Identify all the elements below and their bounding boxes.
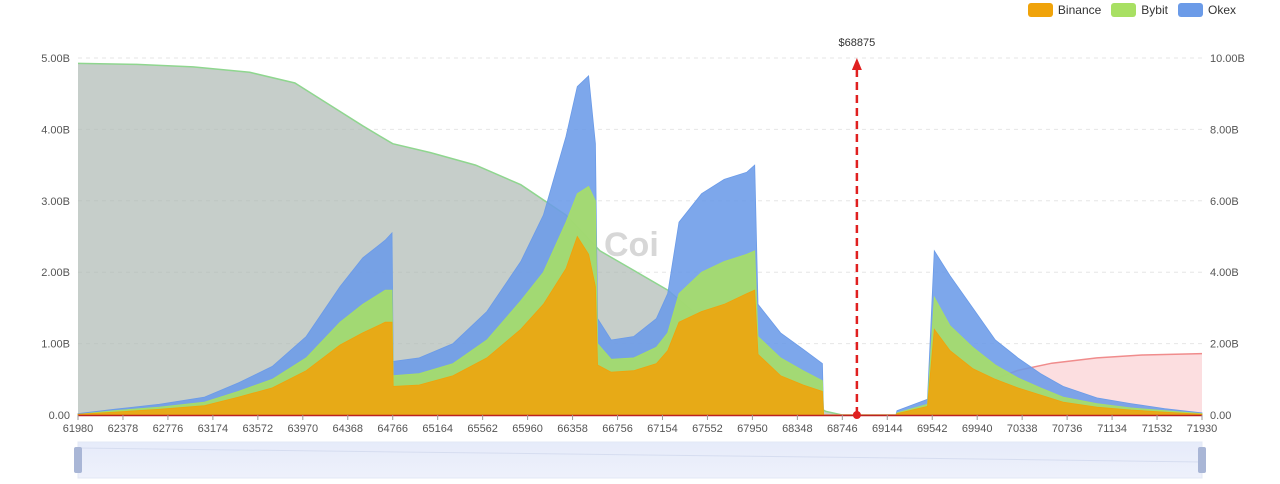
legend-label-okex: Okex xyxy=(1207,3,1236,17)
current-price-dot xyxy=(852,411,861,419)
x-tick-label: 63174 xyxy=(198,423,229,435)
left-axis-ticks: 0.00 1.00B 2.00B 3.00B 4.00B 5.00B xyxy=(41,53,70,422)
left-tick-label: 2.00B xyxy=(41,267,70,279)
x-tick-label: 64766 xyxy=(377,423,408,435)
x-tick-label: 65562 xyxy=(467,423,498,435)
x-tick-label: 67154 xyxy=(647,423,678,435)
x-tick-label: 65960 xyxy=(512,423,543,435)
zoom-slider-right-handle[interactable] xyxy=(1198,447,1206,473)
x-tick-label: 63970 xyxy=(288,423,319,435)
x-tick-label: 62378 xyxy=(108,423,139,435)
x-tick-label: 69144 xyxy=(872,423,903,435)
x-tick-label: 66756 xyxy=(602,423,633,435)
x-tick-label: 71532 xyxy=(1142,423,1173,435)
x-tick-label: 69940 xyxy=(962,423,993,435)
legend-swatch-bybit xyxy=(1111,3,1137,17)
current-price-marker: $68875 xyxy=(839,37,876,419)
x-tick-label: 70338 xyxy=(1007,423,1038,435)
legend-item-okex[interactable]: Okex xyxy=(1177,3,1236,17)
x-tick-label: 69542 xyxy=(917,423,948,435)
legend-swatch-okex xyxy=(1177,3,1203,17)
x-tick-label: 70736 xyxy=(1052,423,1083,435)
x-tick-label: 65164 xyxy=(422,423,453,435)
right-tick-label: 10.00B xyxy=(1210,53,1245,65)
right-tick-label: 4.00B xyxy=(1210,267,1239,279)
legend-swatch-binance xyxy=(1027,3,1053,17)
x-tick-label: 64368 xyxy=(332,423,363,435)
x-tick-label: 71930 xyxy=(1187,423,1218,435)
legend-item-binance[interactable]: Binance xyxy=(1027,3,1102,17)
zoom-slider-left-handle[interactable] xyxy=(74,447,82,473)
x-tick-label: 67950 xyxy=(737,423,768,435)
zoom-slider-preview xyxy=(77,447,1203,463)
x-tick-label: 62776 xyxy=(153,423,184,435)
x-tick-label: 63572 xyxy=(243,423,274,435)
exchange-series xyxy=(77,75,1203,416)
left-tick-label: 3.00B xyxy=(41,196,70,208)
right-tick-label: 0.00 xyxy=(1210,410,1231,422)
right-tick-label: 8.00B xyxy=(1210,124,1239,136)
legend-label-binance: Binance xyxy=(1057,3,1102,17)
right-tick-label: 2.00B xyxy=(1210,339,1239,351)
series-area-binance xyxy=(77,235,1203,416)
x-tick-label: 71134 xyxy=(1097,423,1127,435)
left-tick-label: 1.00B xyxy=(41,339,70,351)
x-tick-label: 67552 xyxy=(692,423,723,435)
x-tick-label: 61980 xyxy=(63,423,94,435)
x-tick-label: 68746 xyxy=(827,423,858,435)
left-tick-label: 5.00B xyxy=(41,53,70,65)
x-tick-label: 68348 xyxy=(782,423,813,435)
current-price-arrow xyxy=(851,58,862,70)
legend-label-bybit: Bybit xyxy=(1141,3,1168,17)
left-tick-label: 4.00B xyxy=(41,124,70,136)
legend-item-bybit[interactable]: Bybit xyxy=(1111,3,1168,17)
current-price-label: $68875 xyxy=(839,37,876,49)
legend: Binance Bybit Okex xyxy=(1027,3,1236,17)
left-tick-label: 0.00 xyxy=(49,410,70,422)
right-tick-label: 6.00B xyxy=(1210,196,1239,208)
right-axis-ticks: 0.00 2.00B 4.00B 6.00B 8.00B 10.00B xyxy=(1210,53,1245,422)
zoom-slider[interactable] xyxy=(74,441,1206,479)
x-tick-label: 66358 xyxy=(557,423,588,435)
x-axis-ticks: 61980 62378 62776 63174 63572 63970 64368 64766… xyxy=(63,415,1218,435)
